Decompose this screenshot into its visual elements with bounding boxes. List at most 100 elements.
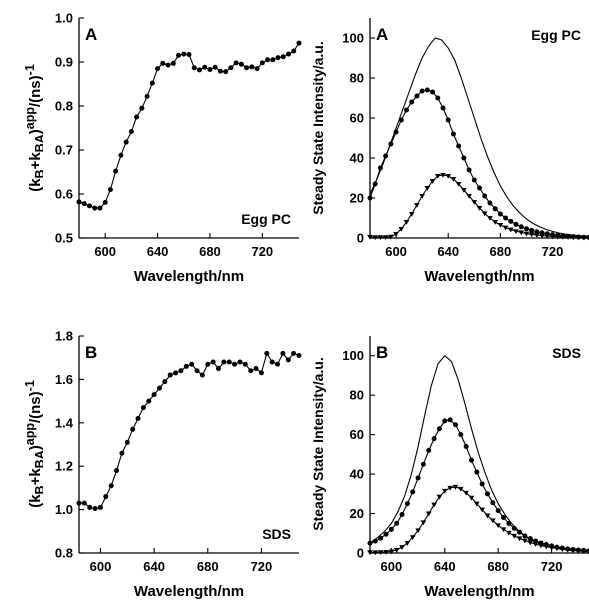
x-tick-label: 720 (541, 559, 563, 574)
y-tick-label: 1.2 (55, 459, 73, 474)
x-tick-label: 640 (434, 559, 456, 574)
data-point (445, 174, 451, 179)
data-point (255, 66, 260, 71)
x-tick-label: 680 (197, 559, 219, 574)
data-point (129, 129, 134, 134)
data-point (211, 360, 216, 365)
series-line-2 (370, 420, 589, 551)
y-tick-label: 60 (350, 111, 364, 126)
y-axis-label: Steady State Intensity/a.u. (310, 41, 326, 215)
data-point (394, 130, 399, 135)
data-point (103, 494, 108, 499)
y-tick-label: 100 (342, 348, 364, 363)
y-tick-label: 0.6 (55, 187, 73, 202)
data-point (373, 539, 378, 544)
data-point (270, 57, 275, 62)
data-point (474, 470, 479, 475)
data-point (265, 57, 270, 62)
data-point (437, 426, 442, 431)
data-point (157, 386, 162, 391)
data-point (458, 432, 463, 437)
data-point (108, 187, 113, 192)
y-tick-label: 1.6 (55, 372, 73, 387)
chart-ss_sds: 020406080100600640680720Wavelength/nmSte… (310, 336, 589, 600)
data-point (237, 360, 242, 365)
data-point (259, 370, 264, 375)
x-axis-label: Wavelength/nm (424, 268, 534, 285)
panel-label: B (376, 343, 388, 362)
data-point (405, 501, 410, 506)
data-point (388, 142, 393, 147)
data-point (221, 360, 226, 365)
data-point (492, 220, 498, 225)
data-point (286, 357, 291, 362)
panel-label: B (85, 343, 97, 362)
data-point (176, 53, 181, 58)
data-point (118, 153, 123, 158)
y-tick-label: 100 (342, 31, 364, 46)
y-tick-label: 1.8 (55, 329, 73, 344)
data-point (419, 194, 425, 199)
data-point (482, 194, 487, 199)
data-point (134, 115, 139, 120)
data-point (168, 373, 173, 378)
data-point (97, 206, 102, 211)
data-point (404, 108, 409, 113)
x-tick-label: 720 (251, 559, 273, 574)
data-point (414, 203, 420, 208)
data-point (451, 132, 456, 137)
data-point (394, 521, 399, 526)
data-point (146, 399, 151, 404)
x-axis-label: Wavelength/nm (424, 583, 534, 600)
data-point (393, 232, 399, 237)
data-point (234, 60, 239, 65)
data-point (136, 416, 141, 421)
x-tick-label: 680 (490, 244, 512, 259)
data-point (432, 436, 437, 441)
y-axis-label: Steady State Intensity/a.u. (310, 357, 326, 531)
data-point (503, 216, 508, 221)
y-tick-label: 0.5 (55, 231, 73, 246)
data-point (430, 90, 435, 95)
data-point (77, 501, 82, 506)
data-point (286, 52, 291, 57)
data-point (82, 201, 87, 206)
data-point (249, 64, 254, 69)
data-point (501, 527, 507, 532)
y-tick-label: 0.7 (55, 143, 73, 158)
data-point (205, 362, 210, 367)
data-point (487, 201, 492, 206)
data-point (160, 61, 165, 66)
data-point (141, 405, 146, 410)
data-point (87, 505, 92, 510)
x-tick-label: 600 (385, 244, 407, 259)
data-point (207, 67, 212, 72)
data-point (425, 88, 430, 93)
data-point (125, 440, 130, 445)
data-point (189, 362, 194, 367)
data-point (243, 362, 248, 367)
data-point (410, 489, 415, 494)
data-point (244, 65, 249, 70)
data-point (113, 169, 118, 174)
data-point (414, 94, 419, 99)
panel-annotation: Egg PC (241, 211, 291, 227)
plot-area (77, 351, 302, 511)
y-tick-label: 0 (357, 546, 364, 561)
data-point (389, 527, 394, 532)
data-point (447, 486, 453, 491)
data-point (254, 366, 259, 371)
x-axis-label: Wavelength/nm (134, 268, 244, 285)
data-point (155, 66, 160, 71)
data-point (184, 364, 189, 369)
data-point (270, 360, 275, 365)
data-point (181, 52, 186, 57)
data-point (442, 418, 447, 423)
data-point (493, 206, 498, 211)
data-point (77, 199, 82, 204)
data-point (92, 206, 97, 211)
data-point (477, 186, 482, 191)
data-point (453, 422, 458, 427)
x-tick-label: 600 (90, 559, 112, 574)
